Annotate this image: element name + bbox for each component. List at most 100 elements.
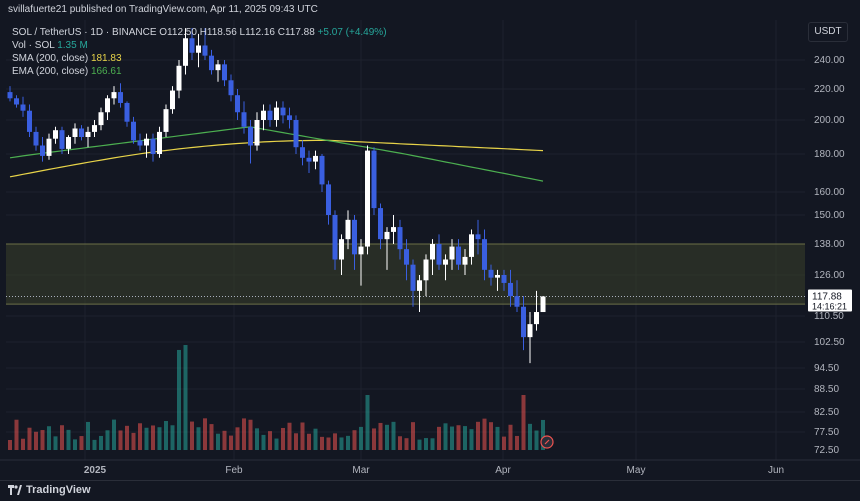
candle-body[interactable] [66, 137, 71, 149]
candle-body[interactable] [248, 126, 253, 146]
candle-body[interactable] [254, 120, 260, 146]
candle-body[interactable] [196, 45, 201, 53]
candle-body[interactable] [326, 184, 331, 215]
candle-body[interactable] [475, 234, 481, 240]
candle-body[interactable] [306, 157, 312, 162]
candle-body[interactable] [209, 55, 214, 71]
candle-body[interactable] [534, 312, 539, 325]
candle-body[interactable] [384, 231, 390, 240]
candle-body[interactable] [443, 259, 448, 265]
candle-body[interactable] [521, 306, 526, 338]
volume-bar [125, 425, 129, 450]
candle-body[interactable] [378, 208, 383, 240]
candle-body[interactable] [371, 150, 377, 209]
candle-body[interactable] [105, 98, 110, 113]
candle-body[interactable] [436, 244, 442, 265]
candle-body[interactable] [267, 110, 273, 120]
candle-body[interactable] [423, 259, 429, 281]
volume-bar [216, 433, 220, 450]
candle-body[interactable] [482, 239, 487, 270]
candle-body[interactable] [410, 264, 416, 291]
candle-body[interactable] [293, 120, 299, 148]
candle-body[interactable] [274, 107, 279, 120]
candle-body[interactable] [365, 150, 370, 247]
candle-body[interactable] [488, 269, 494, 278]
volume-bar [430, 438, 435, 450]
candle-body[interactable] [72, 128, 78, 138]
candle-body[interactable] [495, 275, 500, 278]
candle-body[interactable] [189, 38, 195, 53]
candle-body[interactable] [111, 92, 117, 99]
candle-body[interactable] [391, 227, 396, 232]
candle-body[interactable] [358, 246, 364, 255]
candle-body[interactable] [53, 130, 58, 139]
candle-body[interactable] [469, 234, 474, 257]
candle-body[interactable] [14, 98, 19, 105]
candle-body[interactable] [300, 147, 305, 158]
symbol-label[interactable]: SOL / TetherUS · 1D · BINANCE [12, 27, 157, 38]
candle-body[interactable] [241, 112, 247, 127]
candle-body[interactable] [150, 138, 156, 154]
alert-icon-mark [544, 439, 550, 445]
candle-body[interactable] [540, 296, 546, 313]
candle-body[interactable] [397, 227, 403, 250]
candle-body[interactable] [235, 95, 240, 113]
candle-body[interactable] [352, 219, 357, 255]
price-axis[interactable] [806, 20, 860, 480]
candle-body[interactable] [7, 92, 13, 99]
volume-bar [235, 427, 240, 450]
price-chart[interactable]: 240.00 220.00 200.00 180.00 160.00 150.00 138.… [0, 20, 860, 480]
candle-body[interactable] [287, 115, 292, 120]
candle-body[interactable] [79, 128, 84, 138]
candle-body[interactable] [157, 131, 162, 154]
candle-body[interactable] [27, 110, 32, 132]
candle-body[interactable] [514, 296, 520, 307]
candle-body[interactable] [131, 121, 136, 141]
candle-body[interactable] [222, 64, 227, 81]
candle-body[interactable] [59, 130, 65, 149]
candle-body[interactable] [183, 38, 188, 66]
candle-body[interactable] [92, 125, 97, 132]
candle-body[interactable] [40, 145, 45, 156]
volume-bar [170, 425, 175, 450]
legend-volume-row[interactable]: Vol · SOL 1.35 M [12, 39, 387, 52]
candle-body[interactable] [215, 64, 221, 71]
candle-body[interactable] [508, 282, 513, 297]
candle-body[interactable] [345, 219, 351, 240]
candle-body[interactable] [85, 131, 91, 137]
candle-body[interactable] [449, 246, 455, 260]
candle-body[interactable] [20, 104, 26, 111]
candle-body[interactable] [33, 131, 39, 146]
candle-body[interactable] [176, 65, 182, 91]
candle-body[interactable] [404, 249, 409, 265]
candle-body[interactable] [118, 92, 123, 103]
candle-body[interactable] [124, 102, 130, 122]
candle-body[interactable] [462, 256, 468, 265]
volume-value: 1.35 M [57, 40, 88, 51]
candle-body[interactable] [46, 138, 52, 156]
candle-body[interactable] [501, 275, 507, 283]
candle-body[interactable] [202, 45, 208, 56]
candle-body[interactable] [339, 239, 344, 260]
candle-body[interactable] [456, 246, 461, 265]
candle-body[interactable] [144, 138, 149, 146]
volume-bar [164, 420, 168, 450]
chart-area[interactable]: 240.00 220.00 200.00 180.00 160.00 150.00 138.… [0, 20, 860, 480]
candle-body[interactable] [228, 80, 234, 96]
footer-bar: TradingView [0, 480, 860, 501]
candle-body[interactable] [430, 244, 435, 260]
candle-body[interactable] [527, 324, 533, 338]
legend-ema-row[interactable]: EMA (200, close) 166.61 [12, 65, 387, 78]
candle-body[interactable] [417, 280, 422, 291]
currency-selector[interactable]: USDT [808, 22, 848, 42]
candle-body[interactable] [280, 107, 286, 116]
candle-body[interactable] [163, 109, 169, 132]
candle-body[interactable] [261, 110, 266, 120]
candle-body[interactable] [332, 215, 338, 260]
legend-sma-row[interactable]: SMA (200, close) 181.83 [12, 52, 387, 65]
candle-body[interactable] [98, 112, 104, 126]
candle-body[interactable] [319, 155, 325, 185]
candle-body[interactable] [313, 155, 318, 162]
candle-body[interactable] [170, 90, 175, 110]
candle-body[interactable] [137, 140, 143, 146]
